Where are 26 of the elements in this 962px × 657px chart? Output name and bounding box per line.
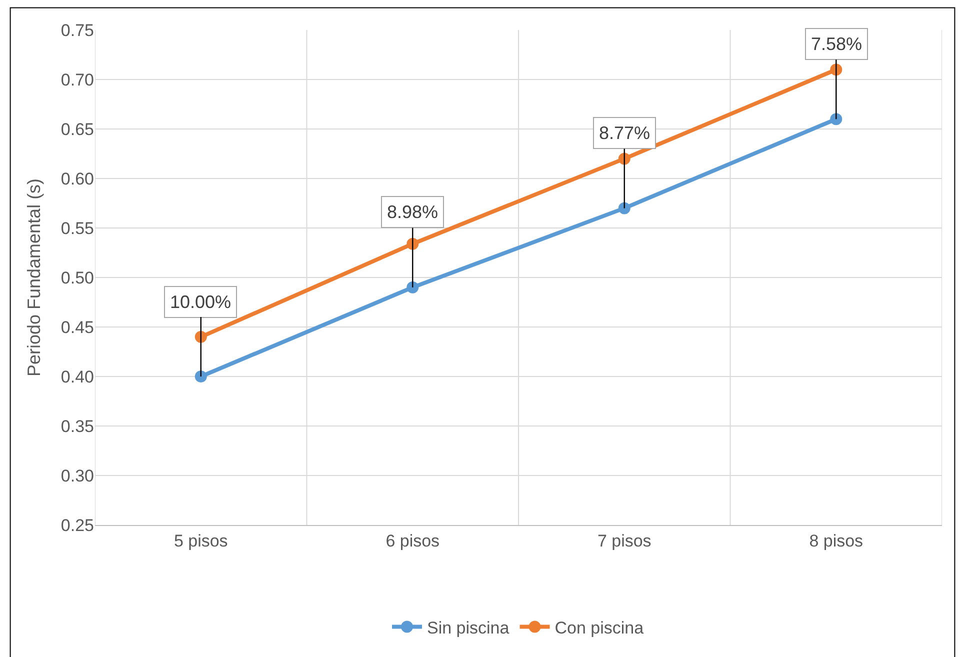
y-tick-label: 0.35	[60, 416, 94, 436]
x-tick-label: 6 pisos	[386, 531, 440, 550]
y-tick-label: 0.70	[60, 70, 94, 90]
y-tick-label: 0.55	[60, 218, 94, 238]
y-tick-label: 0.60	[60, 169, 94, 188]
point	[406, 281, 419, 294]
annotation: 10.00%	[170, 292, 232, 312]
y-tick-label: 0.25	[60, 516, 94, 535]
x-tick-label: 5 pisos	[174, 531, 228, 550]
point	[194, 370, 207, 382]
x-tick-label: 7 pisos	[597, 531, 652, 550]
y-tick-label: 0.50	[60, 268, 94, 288]
y-tick-label: 0.45	[60, 318, 94, 337]
annotation: 7.58%	[811, 34, 862, 54]
point	[618, 202, 630, 214]
y-tick-label: 0.40	[60, 367, 94, 386]
point	[830, 113, 842, 126]
y-tick-label: 0.65	[60, 120, 94, 139]
y-tick-label: 0.30	[60, 466, 94, 486]
annotation: 8.77%	[599, 123, 650, 143]
legend-label: Con piscina	[554, 618, 644, 638]
annotation: 8.98%	[387, 202, 438, 222]
x-tick-label: 8 pisos	[809, 531, 864, 550]
y-tick-label: 0.75	[60, 20, 94, 40]
y-axis-title: Periodo Fundamental (s)	[24, 178, 44, 377]
legend-label: Sin piscina	[427, 618, 510, 638]
